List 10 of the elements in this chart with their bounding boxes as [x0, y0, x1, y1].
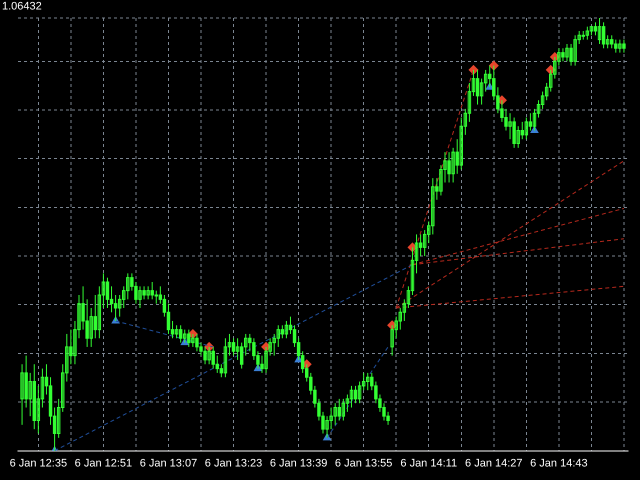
x-tick-label: 6 Jan 12:35: [10, 457, 68, 470]
x-tick-label: 6 Jan 13:39: [270, 457, 328, 470]
x-tick-label: 6 Jan 13:07: [140, 457, 198, 470]
x-tick-label: 6 Jan 14:27: [465, 457, 523, 470]
x-tick-label: 6 Jan 12:51: [74, 457, 132, 470]
text: 1.06432: [2, 0, 42, 13]
x-tick-label: 6 Jan 13:55: [334, 457, 392, 470]
x-tick-label: 6 Jan 13:23: [204, 457, 262, 470]
x-tick-label: 6 Jan 14:43: [530, 457, 588, 470]
x-tick-label: 6 Jan 14:11: [400, 457, 458, 470]
